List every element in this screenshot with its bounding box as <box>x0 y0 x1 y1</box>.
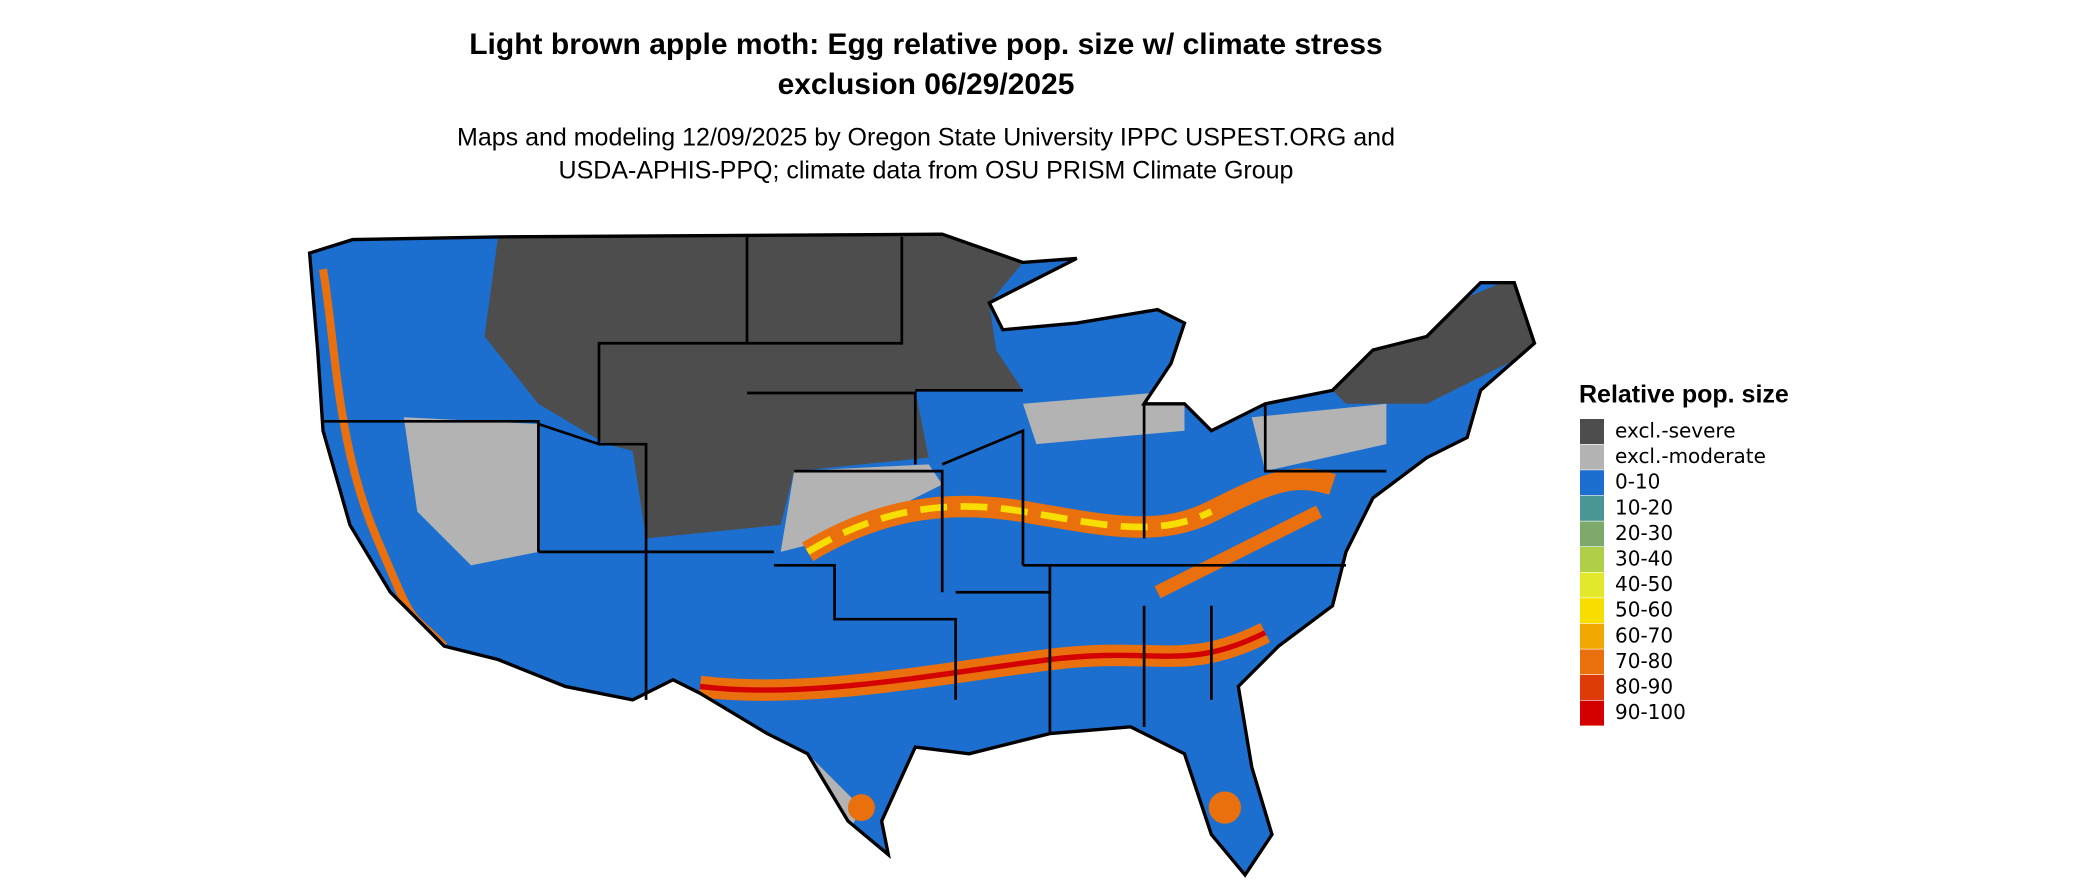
map-fill <box>309 234 1535 875</box>
subtitle-line: Maps and modeling 12/09/2025 by Oregon S… <box>457 124 1395 152</box>
legend-label: excl.-moderate <box>1615 444 1766 468</box>
legend-label: 10-20 <box>1615 495 1673 519</box>
legend-label: 50-60 <box>1615 598 1673 622</box>
legend-label: 60-70 <box>1615 623 1673 647</box>
legend-swatch <box>1580 700 1604 726</box>
legend-label: 30-40 <box>1615 547 1673 571</box>
legend-label: 90-100 <box>1615 700 1686 724</box>
legend-swatch <box>1580 572 1604 598</box>
legend-swatch <box>1580 675 1604 700</box>
legend-swatch <box>1580 444 1604 470</box>
legend-swatch <box>1580 419 1604 444</box>
legend-swatch <box>1580 598 1604 624</box>
map <box>307 232 1537 878</box>
legend-label: 70-80 <box>1615 649 1673 673</box>
title-line: exclusion 06/29/2025 <box>778 68 1075 101</box>
title-line: Light brown apple moth: Egg relative pop… <box>469 28 1383 61</box>
legend-swatch <box>1580 495 1604 521</box>
state-borders <box>307 232 1537 878</box>
legend-swatch <box>1580 649 1604 675</box>
legend-title: Relative pop. size <box>1579 381 1789 409</box>
legend-swatch <box>1580 470 1604 496</box>
legend-label: 40-50 <box>1615 572 1673 596</box>
legend-swatch <box>1580 623 1604 649</box>
legend-swatch <box>1580 547 1604 572</box>
legend-label: 20-30 <box>1615 521 1673 545</box>
legend: excl.-severeexcl.-moderate0-1010-2020-30… <box>1580 419 1766 726</box>
legend-swatch <box>1580 521 1604 547</box>
legend-label: 80-90 <box>1615 675 1673 699</box>
subtitle-line: USDA-APHIS-PPQ; climate data from OSU PR… <box>559 157 1294 185</box>
legend-label: excl.-severe <box>1615 419 1736 443</box>
legend-label: 0-10 <box>1615 470 1660 494</box>
